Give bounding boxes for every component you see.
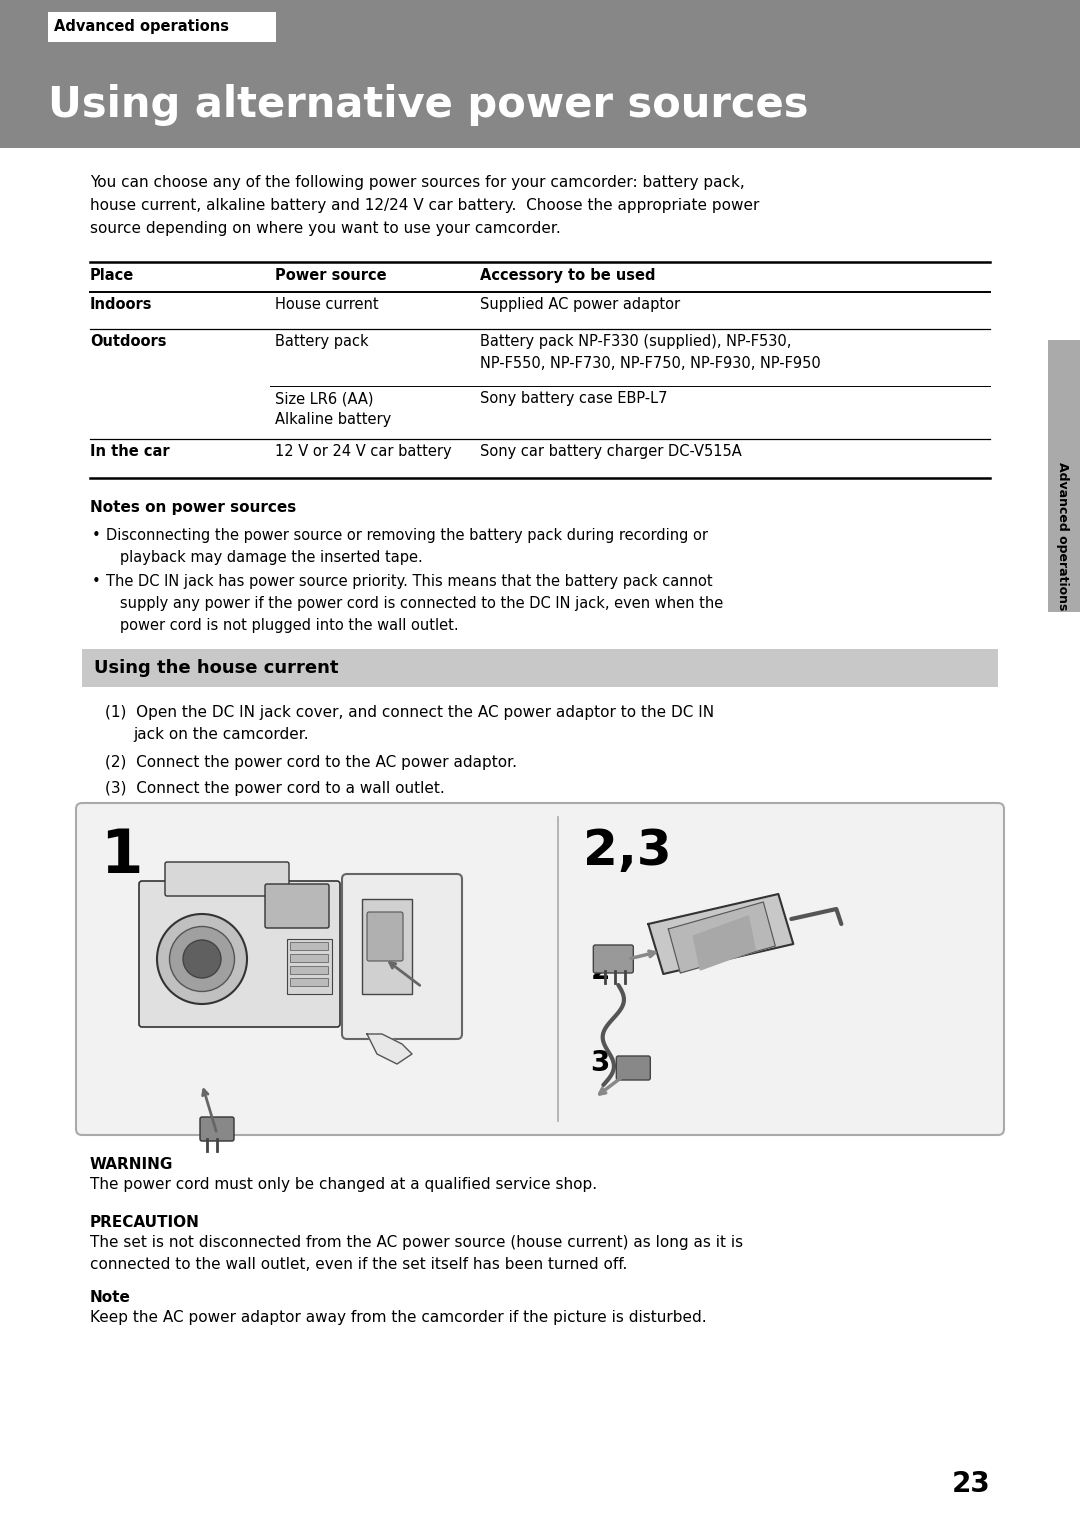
- Bar: [1048, 353, 1080, 612]
- Polygon shape: [669, 901, 775, 973]
- Polygon shape: [367, 1033, 411, 1064]
- Bar: [82, 648, 998, 687]
- Polygon shape: [648, 894, 794, 973]
- Text: Battery pack NP-F330 (supplied), NP-F530,
NP-F550, NP-F730, NP-F750, NP-F930, NP: Battery pack NP-F330 (supplied), NP-F530…: [480, 334, 821, 371]
- Text: Note: Note: [90, 1289, 131, 1305]
- Ellipse shape: [157, 914, 247, 1004]
- Bar: [291, 978, 328, 986]
- Text: (2)  Connect the power cord to the AC power adaptor.: (2) Connect the power cord to the AC pow…: [105, 754, 517, 770]
- FancyBboxPatch shape: [367, 912, 403, 961]
- Text: Size LR6 (AA)
Alkaline battery: Size LR6 (AA) Alkaline battery: [275, 391, 391, 428]
- Text: •: •: [92, 573, 100, 589]
- FancyBboxPatch shape: [342, 874, 462, 1039]
- Bar: [0, 0, 1080, 149]
- Text: 2: 2: [591, 957, 610, 986]
- Text: 23: 23: [951, 1470, 990, 1498]
- Text: Using alternative power sources: Using alternative power sources: [48, 84, 809, 126]
- FancyBboxPatch shape: [265, 885, 329, 927]
- Text: 1: 1: [100, 826, 143, 886]
- Ellipse shape: [183, 940, 221, 978]
- FancyBboxPatch shape: [165, 862, 289, 895]
- Text: Sony car battery charger DC-V515A: Sony car battery charger DC-V515A: [480, 445, 742, 458]
- FancyBboxPatch shape: [617, 1056, 650, 1081]
- Bar: [362, 898, 411, 993]
- Text: Keep the AC power adaptor away from the camcorder if the picture is disturbed.: Keep the AC power adaptor away from the …: [90, 1311, 706, 1325]
- Text: Indoors: Indoors: [90, 297, 152, 313]
- FancyBboxPatch shape: [76, 803, 1004, 1134]
- Text: The power cord must only be changed at a qualified service shop.: The power cord must only be changed at a…: [90, 1177, 597, 1193]
- Text: •: •: [92, 527, 100, 543]
- Text: Using the house current: Using the house current: [94, 659, 338, 678]
- Text: Outdoors: Outdoors: [90, 334, 166, 350]
- Text: Advanced operations: Advanced operations: [54, 20, 229, 35]
- Text: Sony battery case EBP-L7: Sony battery case EBP-L7: [480, 391, 667, 406]
- FancyBboxPatch shape: [200, 1118, 234, 1141]
- FancyBboxPatch shape: [139, 881, 340, 1027]
- Bar: [291, 954, 328, 963]
- Bar: [291, 941, 328, 950]
- Text: House current: House current: [275, 297, 379, 313]
- Text: Battery pack: Battery pack: [275, 334, 368, 350]
- Bar: [287, 940, 332, 993]
- Text: The DC IN jack has power source priority. This means that the battery pack canno: The DC IN jack has power source priority…: [106, 573, 724, 633]
- Ellipse shape: [170, 926, 234, 992]
- Text: 12 V or 24 V car battery: 12 V or 24 V car battery: [275, 445, 451, 458]
- Text: jack on the camcorder.: jack on the camcorder.: [133, 727, 309, 742]
- Text: (1)  Open the DC IN jack cover, and connect the AC power adaptor to the DC IN: (1) Open the DC IN jack cover, and conne…: [105, 705, 714, 721]
- Text: Accessory to be used: Accessory to be used: [480, 268, 656, 284]
- Text: Power source: Power source: [275, 268, 387, 284]
- Bar: [48, 12, 276, 41]
- Text: Advanced operations: Advanced operations: [1055, 461, 1068, 610]
- Text: Disconnecting the power source or removing the battery pack during recording or
: Disconnecting the power source or removi…: [106, 527, 708, 566]
- Text: 3: 3: [591, 1049, 610, 1078]
- Bar: [1048, 340, 1080, 353]
- FancyBboxPatch shape: [593, 944, 633, 973]
- Text: The set is not disconnected from the AC power source (house current) as long as : The set is not disconnected from the AC …: [90, 1236, 743, 1272]
- Text: You can choose any of the following power sources for your camcorder: battery pa: You can choose any of the following powe…: [90, 175, 759, 236]
- Text: Place: Place: [90, 268, 134, 284]
- Text: Notes on power sources: Notes on power sources: [90, 500, 296, 515]
- Polygon shape: [693, 917, 755, 970]
- Text: WARNING: WARNING: [90, 1157, 174, 1173]
- Text: In the car: In the car: [90, 445, 170, 458]
- Text: Supplied AC power adaptor: Supplied AC power adaptor: [480, 297, 680, 313]
- Text: PRECAUTION: PRECAUTION: [90, 1216, 200, 1229]
- Bar: [291, 966, 328, 973]
- Text: (3)  Connect the power cord to a wall outlet.: (3) Connect the power cord to a wall out…: [105, 780, 445, 796]
- Text: 2,3: 2,3: [583, 826, 672, 875]
